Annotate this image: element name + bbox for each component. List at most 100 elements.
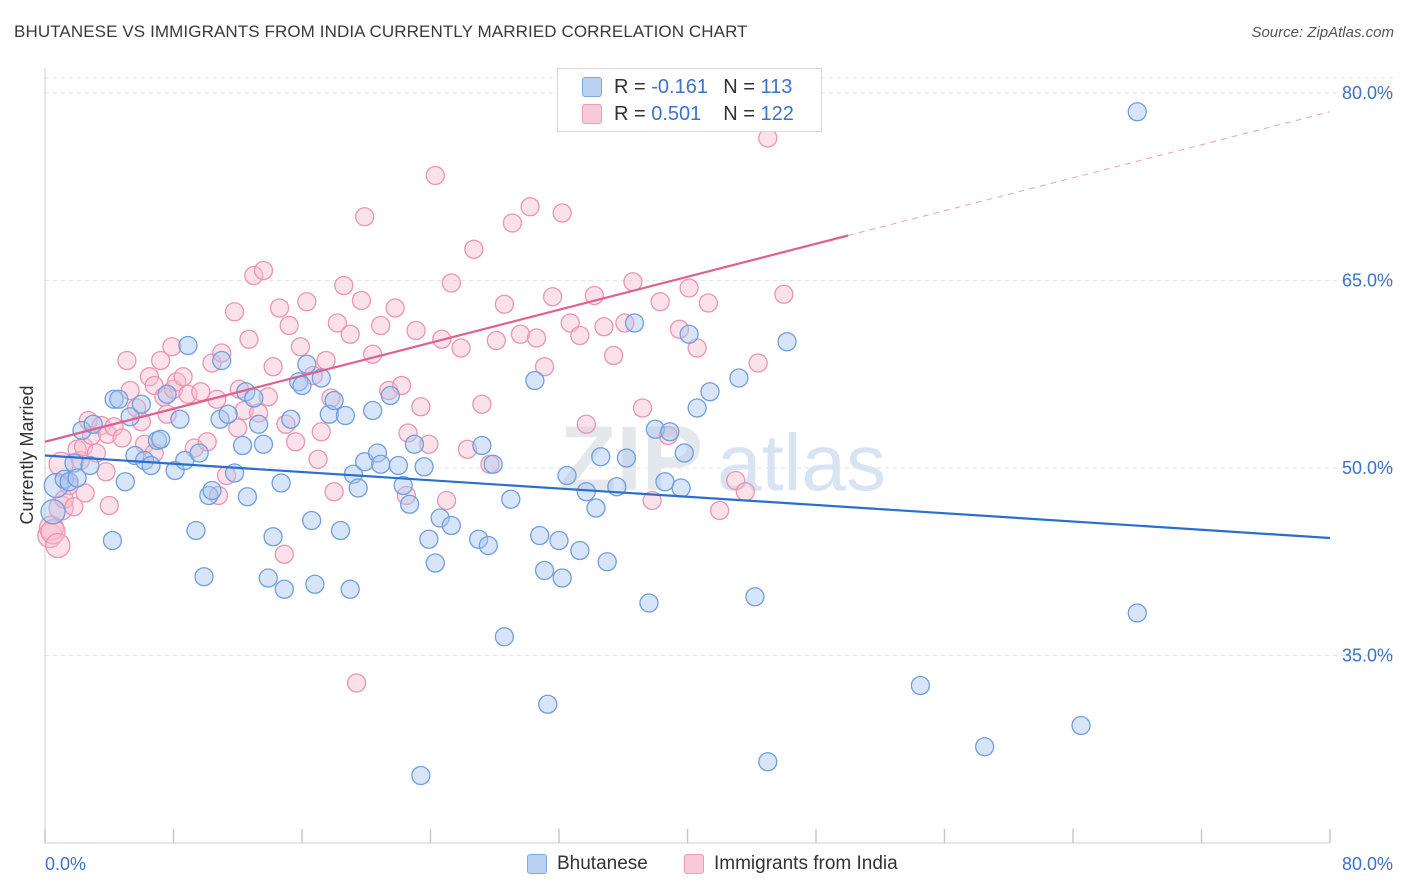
india-point <box>162 337 182 357</box>
india-point <box>520 197 540 217</box>
bottom-legend-label-bhutanese: Bhutanese <box>557 853 648 874</box>
india-point <box>709 500 730 521</box>
bhutanese-point <box>189 443 209 463</box>
india-point <box>371 315 391 336</box>
bhutanese-point <box>258 568 278 588</box>
bottom-legend-india: Immigrants from India <box>684 851 898 877</box>
india-point <box>253 260 274 281</box>
india-point <box>321 388 341 408</box>
bhutanese-point <box>232 435 253 456</box>
bhutanese-point <box>557 465 577 486</box>
india-point <box>173 367 193 387</box>
bhutanese-point <box>674 443 694 463</box>
bhutanese-point <box>525 370 545 391</box>
india-point <box>228 418 248 438</box>
india-point <box>576 414 596 434</box>
india-point <box>40 519 66 545</box>
india-point <box>502 213 523 233</box>
legend-r-label: R = <box>614 102 646 125</box>
bhutanese-point <box>367 443 388 463</box>
correlation-legend: R = -0.161 N = 113 R = 0.501 N = 122 <box>557 68 822 132</box>
bhutanese-point <box>271 473 291 493</box>
bhutanese-point <box>591 447 611 467</box>
bhutanese-point <box>244 388 264 408</box>
bhutanese-point <box>324 390 344 411</box>
bhutanese-point <box>399 494 420 514</box>
india-point <box>99 495 119 516</box>
bhutanese-point <box>380 385 400 406</box>
legend-swatch-pink <box>582 104 602 124</box>
india-point <box>534 357 555 377</box>
bhutanese-point <box>297 354 317 374</box>
bhutanese-point <box>586 498 606 518</box>
india-point <box>436 490 457 511</box>
bhutanese-point <box>115 472 135 492</box>
bhutanese-point <box>388 455 409 476</box>
y-tick-label: 80.0% <box>1342 83 1393 103</box>
india-point <box>570 325 590 346</box>
bottom-legend-label-india: Immigrants from India <box>714 853 898 874</box>
bhutanese-point <box>758 752 778 772</box>
bhutanese-point <box>777 332 797 352</box>
bhutanese-point <box>67 468 87 488</box>
y-tick-label: 35.0% <box>1342 646 1393 666</box>
bhutanese-point <box>645 419 666 439</box>
bhutanese-point <box>340 579 360 599</box>
bhutanese-point <box>745 587 765 607</box>
bhutanese-point <box>80 455 100 476</box>
india-point <box>274 544 294 564</box>
legend-row-india: R = 0.501 N = 122 <box>582 101 794 127</box>
bhutanese-point <box>483 454 503 474</box>
bhutanese-point <box>1127 102 1147 122</box>
bhutanese-point <box>549 530 569 551</box>
bottom-legend-bhutanese: Bhutanese <box>527 851 648 877</box>
india-point <box>398 423 418 443</box>
india-point <box>340 324 360 344</box>
y-axis-label: Currently Married <box>17 385 37 524</box>
bhutanese-point <box>411 765 431 786</box>
bhutanese-point <box>478 535 498 556</box>
bhutanese-point <box>639 593 659 613</box>
india-point <box>224 302 245 322</box>
india-point <box>346 673 367 693</box>
bhutanese-point <box>624 313 645 333</box>
legend-n-label: N = <box>723 102 755 125</box>
india-point <box>212 343 232 363</box>
india-point <box>526 328 547 348</box>
india-point <box>406 320 426 341</box>
india-point <box>112 428 132 448</box>
bhutanese-point <box>274 579 294 599</box>
legend-n-value-bhutanese: 113 <box>760 75 793 98</box>
india-point <box>75 483 95 503</box>
bhutanese-point <box>253 434 274 454</box>
bhutanese-point <box>335 405 356 426</box>
bhutanese-point <box>910 675 931 696</box>
bhutanese-point <box>178 335 198 356</box>
watermark-atlas: atlas <box>717 418 886 507</box>
india-point <box>735 482 755 502</box>
india-point <box>464 239 484 259</box>
india-point <box>258 387 278 407</box>
india-point <box>244 265 264 286</box>
bhutanese-point <box>186 520 206 541</box>
bhutanese-point <box>616 448 637 468</box>
bhutanese-point <box>534 560 555 581</box>
bhutanese-point <box>157 384 177 404</box>
legend-r-value-india: 0.501 <box>651 102 702 125</box>
bhutanese-point <box>679 324 699 344</box>
bhutanese-point <box>202 480 222 501</box>
india-point <box>748 353 768 373</box>
trend-lines <box>44 111 1331 540</box>
bhutanese-points <box>40 102 1147 786</box>
india-point <box>96 462 116 482</box>
india-point <box>334 275 354 296</box>
bhutanese-point <box>150 429 171 449</box>
bhutanese-point <box>414 457 434 477</box>
bhutanese-point <box>131 394 152 414</box>
india-point <box>248 403 269 423</box>
india-point <box>594 317 614 337</box>
chart-title: BHUTANESE VS IMMIGRANTS FROM INDIA CURRE… <box>14 22 748 41</box>
india-point <box>385 298 405 318</box>
india-point <box>290 337 311 357</box>
